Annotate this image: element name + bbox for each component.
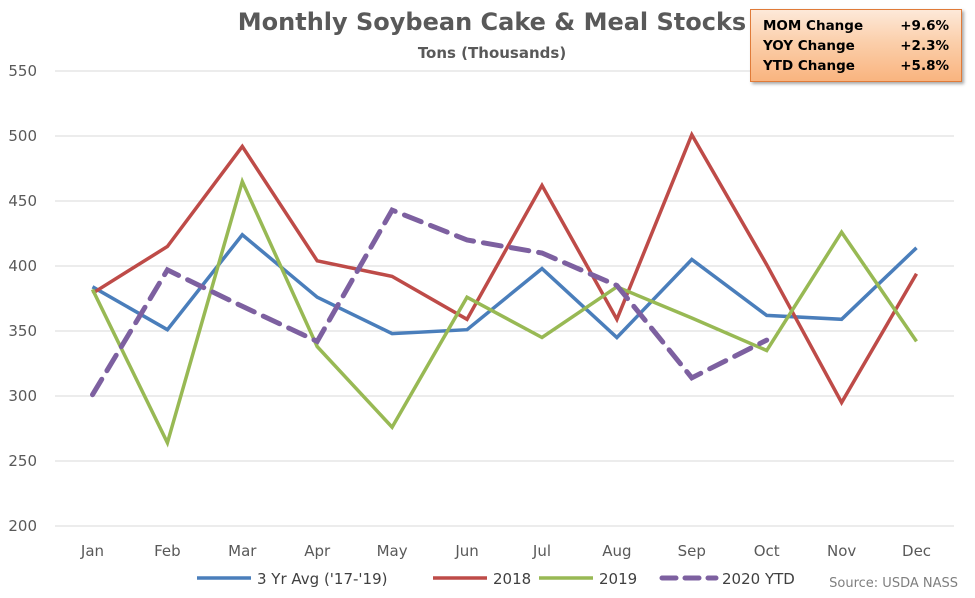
- change-summary-box: MOM Change +9.6% YOY Change +2.3% YTD Ch…: [750, 9, 962, 82]
- y-tick-label: 500: [8, 127, 37, 145]
- x-tick-label: Jul: [532, 542, 551, 560]
- y-tick-label: 450: [8, 192, 37, 210]
- x-tick-label: Mar: [228, 542, 257, 560]
- y-tick-label: 400: [8, 257, 37, 275]
- stat-label: MOM Change: [763, 18, 864, 34]
- x-tick-label: Jan: [80, 542, 104, 560]
- chart-title: Monthly Soybean Cake & Meal Stocks: [238, 8, 746, 36]
- x-tick-label: May: [377, 542, 408, 560]
- gridlines: [55, 70, 954, 527]
- legend-label: 3 Yr Avg ('17-'19): [257, 570, 388, 588]
- x-tick-label: Feb: [154, 542, 181, 560]
- legend-label: 2019: [599, 570, 637, 588]
- x-tick-label: Aug: [602, 542, 631, 560]
- source-note: Source: USDA NASS: [829, 576, 958, 591]
- x-tick-label: Apr: [304, 542, 331, 560]
- stat-label: YTD Change: [763, 58, 855, 74]
- series-line-3-yr-avg-17-19: [91, 232, 918, 340]
- legend-label: 2020 YTD: [722, 570, 795, 588]
- chart-subtitle: Tons (Thousands): [418, 44, 566, 62]
- x-tick-label: Dec: [902, 542, 931, 560]
- y-tick-label: 200: [8, 517, 37, 535]
- series-lines: [90, 130, 919, 448]
- x-tick-label: Nov: [827, 542, 856, 560]
- y-tick-label: 300: [8, 387, 37, 405]
- stat-row-ytd: YTD Change +5.8%: [763, 56, 949, 76]
- stat-value: +5.8%: [900, 58, 949, 74]
- stat-value: +2.3%: [900, 38, 949, 54]
- x-tick-label: Sep: [678, 542, 706, 560]
- series-line-2018: [91, 130, 919, 407]
- legend: 3 Yr Avg ('17-'19) 2018 2019 2020 YTD: [197, 570, 795, 588]
- stat-row-mom: MOM Change +9.6%: [763, 16, 949, 36]
- y-tick-label: 350: [8, 322, 37, 340]
- x-tick-label: Jun: [454, 542, 478, 560]
- series-line-2019: [90, 176, 918, 448]
- x-axis-ticks: Jan Feb Mar Apr May Jun Jul Aug Sep Oct Nov Dec: [80, 542, 931, 560]
- series-line-2020-ytd: [90, 206, 770, 398]
- y-tick-label: 250: [8, 452, 37, 470]
- stat-row-yoy: YOY Change +2.3%: [763, 36, 949, 56]
- y-tick-label: 550: [8, 62, 37, 80]
- legend-label: 2018: [493, 570, 531, 588]
- stat-value: +9.6%: [900, 18, 949, 34]
- y-axis-ticks: 200 250 300 350 400 450 500 550: [8, 62, 37, 535]
- x-tick-label: Oct: [754, 542, 780, 560]
- stat-label: YOY Change: [763, 38, 855, 54]
